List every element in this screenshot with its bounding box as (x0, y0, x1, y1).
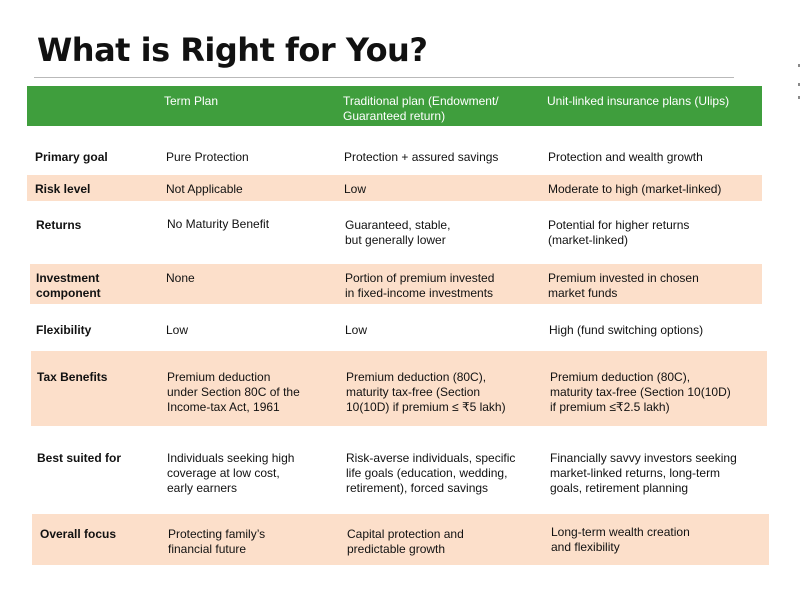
table-header (27, 86, 762, 126)
row-label: Best suited for (37, 451, 122, 465)
cell-traditional-plan: Low (345, 323, 368, 337)
row-label: Returns (36, 218, 82, 232)
row-label: Primary goal (35, 150, 108, 164)
cell-traditional-plan: Premium deduction (80C), maturity tax-fr… (346, 370, 506, 414)
cell-term-plan: Premium deduction under Section 80C of t… (167, 370, 300, 414)
row-label: Flexibility (36, 323, 92, 337)
column-header-term-plan: Term Plan (164, 94, 219, 108)
edge-mark (798, 96, 800, 99)
cell-term-plan: Not Applicable (166, 182, 243, 196)
row-band (31, 351, 767, 426)
cell-ulip: Premium invested in chosen market funds (548, 271, 699, 300)
cell-term-plan: Low (166, 323, 189, 337)
cell-traditional-plan: Portion of premium invested in fixed-inc… (345, 271, 495, 300)
cell-term-plan: None (166, 271, 195, 285)
cell-term-plan: Individuals seeking high coverage at low… (167, 451, 295, 495)
row-band (30, 264, 762, 304)
column-header-traditional-plan: Traditional plan (Endowment/ Guaranteed … (343, 94, 499, 123)
cell-traditional-plan: Risk-averse individuals, specific life g… (346, 451, 516, 495)
row-band (27, 175, 762, 201)
cell-traditional-plan: Low (344, 182, 367, 196)
page-title: What is Right for You? (37, 31, 428, 69)
column-header-ulip: Unit-linked insurance plans (Ulips) (547, 94, 730, 108)
row-label: Overall focus (40, 527, 117, 541)
cell-ulip: Premium deduction (80C), maturity tax-fr… (550, 370, 731, 414)
cell-ulip: High (fund switching options) (549, 323, 704, 337)
edge-mark (798, 64, 800, 67)
cell-term-plan: No Maturity Benefit (167, 217, 270, 231)
cell-ulip: Protection and wealth growth (548, 150, 703, 164)
cell-traditional-plan: Protection + assured savings (344, 150, 499, 164)
row-label: Investment component (36, 271, 101, 300)
cell-ulip: Potential for higher returns (market-lin… (548, 218, 690, 247)
title-divider (34, 77, 734, 78)
row-label: Tax Benefits (37, 370, 108, 384)
cell-ulip: Moderate to high (market-linked) (548, 182, 722, 196)
edge-mark (798, 83, 800, 86)
row-band (32, 514, 769, 565)
cell-term-plan: Protecting family’s financial future (168, 527, 266, 556)
cell-ulip: Financially savvy investors seeking mark… (550, 451, 737, 495)
row-label: Risk level (35, 182, 91, 196)
cell-traditional-plan: Capital protection and predictable growt… (347, 527, 464, 556)
cell-ulip: Long-term wealth creation and flexibilit… (551, 525, 690, 554)
cell-term-plan: Pure Protection (166, 150, 249, 164)
cell-traditional-plan: Guaranteed, stable, but generally lower (345, 218, 451, 247)
